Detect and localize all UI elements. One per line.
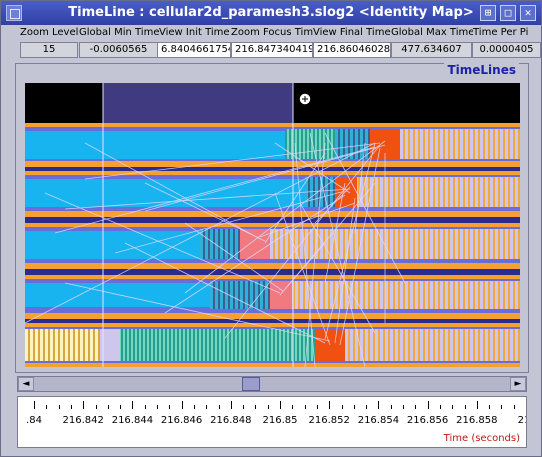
zoom-selection (103, 83, 293, 123)
axis-tick-label: .84 (26, 415, 42, 426)
scroll-right-button[interactable]: ► (510, 377, 526, 391)
time-per-pixel-label: Time Per Pi (473, 27, 529, 38)
axis-minor-tick (218, 405, 220, 409)
scroll-left-button[interactable]: ◄ (18, 377, 34, 391)
axis-minor-tick (403, 405, 404, 409)
axis-minor-tick (341, 405, 343, 409)
axis-major-tick (34, 401, 35, 409)
axis-minor-tick (267, 405, 269, 409)
time-axis: Time (seconds) .84 216.842 216.844 216.846 2… (17, 396, 527, 448)
axis-tick-label: 216.848 (210, 415, 252, 426)
view-final-time-field[interactable]: 216.860460288 (313, 42, 391, 58)
axis-tick-label: 21( (517, 415, 526, 426)
axis-minor-tick (415, 405, 417, 409)
axis-minor-tick (107, 405, 109, 409)
axis-tick-label: 216.842 (62, 415, 104, 426)
window-menu-icon[interactable] (6, 5, 22, 21)
global-min-time-label: Global Min Time (79, 27, 159, 38)
axis-tick-label: 216.844 (111, 415, 154, 426)
maximize-button[interactable]: □ (500, 5, 516, 21)
global-max-time-value: 477.634607 (391, 42, 472, 58)
axis-major-tick (132, 401, 134, 409)
scroll-thumb[interactable] (242, 377, 260, 391)
timelines-panel (15, 63, 529, 373)
close-button[interactable]: ✕ (520, 5, 536, 21)
axis-minor-tick (169, 405, 171, 409)
axis-minor-tick (243, 405, 245, 409)
axis-minor-tick (120, 405, 122, 409)
axis-minor-tick (439, 405, 441, 409)
axis-minor-tick (390, 405, 392, 409)
axis-major-tick (83, 401, 85, 409)
global-max-time-label: Global Max Time (391, 27, 473, 38)
timelines-title: TimeLines (444, 63, 519, 79)
axis-minor-tick (489, 405, 491, 409)
axis-major-tick (526, 401, 527, 409)
axis-major-tick (476, 401, 478, 409)
axis-minor-tick (464, 405, 466, 409)
axis-minor-tick (366, 405, 368, 409)
axis-major-tick (230, 401, 232, 409)
axis-minor-tick (316, 405, 318, 409)
message-arrows (25, 132, 406, 367)
axis-major-tick (181, 401, 183, 409)
axis-minor-tick (206, 405, 208, 409)
view-init-time-label: View Init Time (159, 27, 230, 38)
axis-minor-tick (46, 405, 48, 409)
axis-major-tick (427, 401, 429, 409)
axis-minor-tick (255, 405, 257, 409)
axis-tick-label: 216.856 (406, 415, 449, 426)
window-title: TimeLine : cellular2d_paramesh3.slog2 <I… (68, 5, 474, 20)
zoom-focus-time-label: Zoom Focus Time (231, 27, 313, 38)
axis-tick-label: 216.846 (160, 415, 203, 426)
axis-minor-tick (353, 405, 355, 409)
view-init-time-field[interactable]: 6.8404661754 (157, 42, 231, 58)
axis-minor-tick (144, 405, 146, 409)
axis-minor-tick (95, 405, 97, 409)
axis-major-tick (329, 401, 331, 409)
axis-minor-tick (70, 405, 72, 409)
timeline-canvas[interactable] (25, 83, 520, 367)
zoom-level-label: Zoom Level (20, 27, 79, 38)
timeline-drawing (25, 83, 520, 367)
axis-tick-label: 216.85 (262, 415, 298, 426)
window-menu-button[interactable]: ⊞ (480, 5, 496, 21)
title-bar[interactable]: TimeLine : cellular2d_paramesh3.slog2 <I… (1, 1, 541, 25)
axis-major-tick (378, 401, 380, 409)
axis-minor-tick (157, 405, 158, 409)
axis-minor-tick (58, 405, 60, 409)
view-final-time-label: View Final Time (313, 27, 391, 38)
zoom-cursor-icon (298, 92, 316, 110)
axis-major-tick (280, 401, 281, 409)
axis-tick-label: 216.852 (308, 415, 350, 426)
axis-tick-label: 216.858 (456, 415, 498, 426)
time-axis-title: Time (seconds) (443, 433, 520, 444)
axis-minor-tick (452, 405, 454, 409)
axis-minor-tick (513, 405, 515, 409)
time-per-pixel-value: 0.0000405 (472, 42, 541, 58)
global-min-time-value: -0.0060565 (79, 42, 158, 58)
axis-minor-tick (304, 405, 306, 409)
zoom-level-value: 15 (20, 42, 78, 58)
axis-tick-label: 216.854 (357, 415, 400, 426)
axis-minor-tick (292, 405, 294, 409)
zoom-focus-time-field[interactable]: 216.847340419 (231, 42, 313, 58)
axis-minor-tick (193, 405, 195, 409)
horizontal-scrollbar[interactable]: ◄ ► (17, 376, 527, 392)
axis-minor-tick (501, 405, 503, 409)
